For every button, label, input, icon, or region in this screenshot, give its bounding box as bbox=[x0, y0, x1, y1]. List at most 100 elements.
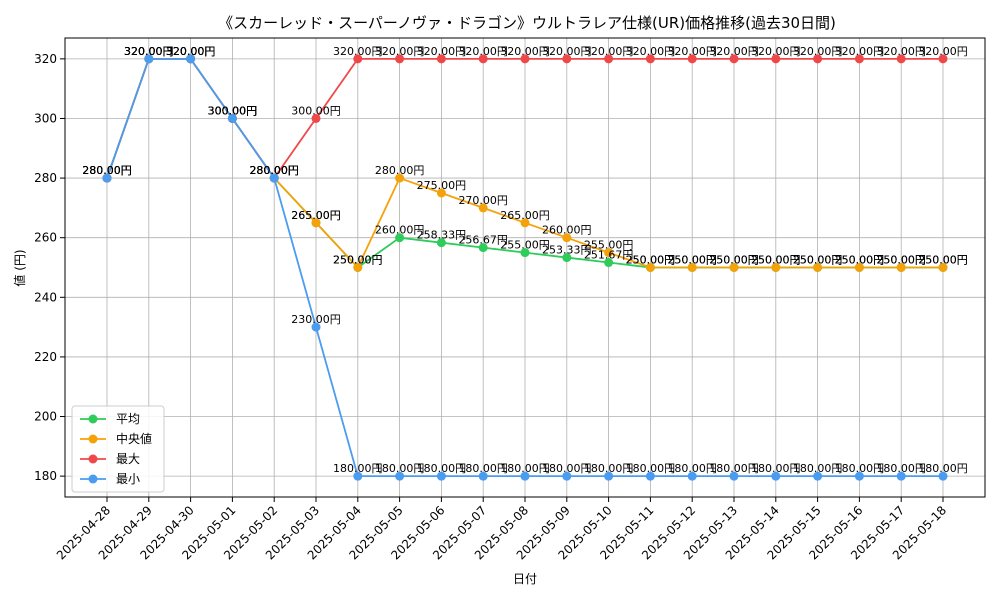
series-3 bbox=[102, 54, 948, 481]
data-point bbox=[896, 54, 906, 64]
data-point bbox=[353, 263, 363, 272]
data-point bbox=[395, 233, 405, 243]
data-label: 230.00円 bbox=[291, 313, 341, 326]
data-point bbox=[562, 471, 572, 481]
legend-box bbox=[71, 405, 165, 493]
legend-swatch-marker bbox=[88, 474, 98, 484]
y-tick-label: 300 bbox=[34, 111, 57, 125]
data-label: 250.00円 bbox=[667, 254, 717, 267]
data-label: 180.00円 bbox=[918, 462, 968, 475]
data-point bbox=[896, 263, 906, 272]
data-label: 180.00円 bbox=[333, 462, 383, 475]
data-point bbox=[938, 263, 948, 272]
data-label: 250.00円 bbox=[876, 254, 926, 267]
data-label: 320.00円 bbox=[835, 45, 885, 58]
data-label: 280.00円 bbox=[375, 164, 425, 177]
legend-swatch-marker bbox=[88, 434, 98, 444]
data-label: 320.00円 bbox=[793, 45, 843, 58]
data-label: 275.00円 bbox=[417, 179, 467, 192]
data-label: 250.00円 bbox=[709, 254, 759, 267]
data-label: 250.00円 bbox=[626, 254, 676, 267]
data-point bbox=[144, 54, 154, 64]
legend-item: 平均 bbox=[80, 412, 140, 426]
data-point bbox=[938, 54, 948, 64]
data-label: 180.00円 bbox=[667, 462, 717, 475]
data-label: 320.00円 bbox=[751, 45, 801, 58]
data-label: 320.00円 bbox=[124, 45, 174, 58]
data-point bbox=[395, 471, 405, 481]
axes-layer: 2025-04-282025-04-292025-04-302025-05-01… bbox=[34, 37, 986, 562]
data-point bbox=[520, 218, 530, 228]
data-point bbox=[854, 263, 864, 272]
data-label: 250.00円 bbox=[918, 254, 968, 267]
legend-swatch-marker bbox=[88, 454, 98, 464]
data-point bbox=[562, 54, 572, 64]
legend-label: 中央値 bbox=[116, 431, 152, 446]
data-label: 300.00円 bbox=[208, 104, 258, 117]
data-label: 250.00円 bbox=[667, 254, 717, 267]
data-label: 300.00円 bbox=[208, 104, 258, 117]
legend-swatch-marker bbox=[88, 414, 98, 424]
data-label: 250.00円 bbox=[793, 254, 843, 267]
data-label: 320.00円 bbox=[626, 45, 676, 58]
data-point bbox=[645, 54, 655, 64]
data-label: 320.00円 bbox=[375, 45, 425, 58]
data-label: 265.00円 bbox=[500, 209, 550, 222]
data-point bbox=[604, 471, 614, 481]
data-label: 180.00円 bbox=[876, 462, 926, 475]
data-label: 280.00円 bbox=[249, 164, 299, 177]
data-point bbox=[478, 243, 488, 253]
series-layer bbox=[102, 54, 948, 481]
data-point bbox=[353, 471, 363, 481]
data-label: 320.00円 bbox=[166, 45, 216, 58]
data-label: 180.00円 bbox=[751, 462, 801, 475]
plot-frame bbox=[64, 37, 986, 498]
data-label: 250.00円 bbox=[751, 254, 801, 267]
data-point bbox=[854, 54, 864, 64]
data-label: 260.00円 bbox=[375, 224, 425, 237]
data-point bbox=[604, 258, 614, 268]
data-point bbox=[813, 471, 823, 481]
legend-item: 中央値 bbox=[80, 431, 152, 446]
data-point bbox=[687, 54, 697, 64]
data-point bbox=[478, 471, 488, 481]
y-tick-label: 220 bbox=[34, 350, 57, 364]
data-point bbox=[436, 54, 446, 64]
data-point bbox=[813, 263, 823, 272]
data-label: 180.00円 bbox=[709, 462, 759, 475]
data-label: 180.00円 bbox=[835, 462, 885, 475]
data-point bbox=[687, 471, 697, 481]
legend-item: 最大 bbox=[80, 452, 140, 466]
data-point bbox=[436, 188, 446, 198]
data-point bbox=[645, 471, 655, 481]
data-point bbox=[729, 263, 739, 272]
data-label: 250.00円 bbox=[918, 254, 968, 267]
data-label: 320.00円 bbox=[166, 45, 216, 58]
chart-title: 《スカーレッド・スーパーノヴァ・ドラゴン》ウルトラレア仕様(UR)価格推移(過去… bbox=[218, 14, 836, 32]
data-label: 280.00円 bbox=[249, 164, 299, 177]
data-label: 256.67円 bbox=[458, 234, 508, 247]
data-label: 180.00円 bbox=[542, 462, 592, 475]
data-point bbox=[311, 113, 321, 123]
data-label: 250.00円 bbox=[793, 254, 843, 267]
y-tick-label: 180 bbox=[34, 469, 57, 483]
y-tick-label: 260 bbox=[34, 231, 57, 245]
data-point bbox=[729, 471, 739, 481]
data-label: 250.00円 bbox=[751, 254, 801, 267]
data-label: 180.00円 bbox=[626, 462, 676, 475]
data-label: 320.00円 bbox=[709, 45, 759, 58]
data-point bbox=[687, 263, 697, 272]
data-point bbox=[311, 218, 321, 228]
data-label: 320.00円 bbox=[124, 45, 174, 58]
data-label: 320.00円 bbox=[458, 45, 508, 58]
data-point bbox=[478, 54, 488, 64]
data-label: 180.00円 bbox=[584, 462, 634, 475]
data-label: 280.00円 bbox=[82, 164, 132, 177]
legend-label: 平均 bbox=[116, 412, 140, 426]
data-label: 320.00円 bbox=[166, 45, 216, 58]
data-label: 320.00円 bbox=[918, 45, 968, 58]
y-axis-label: 値 (円) bbox=[12, 249, 27, 286]
data-point bbox=[604, 248, 614, 258]
data-point bbox=[478, 203, 488, 213]
